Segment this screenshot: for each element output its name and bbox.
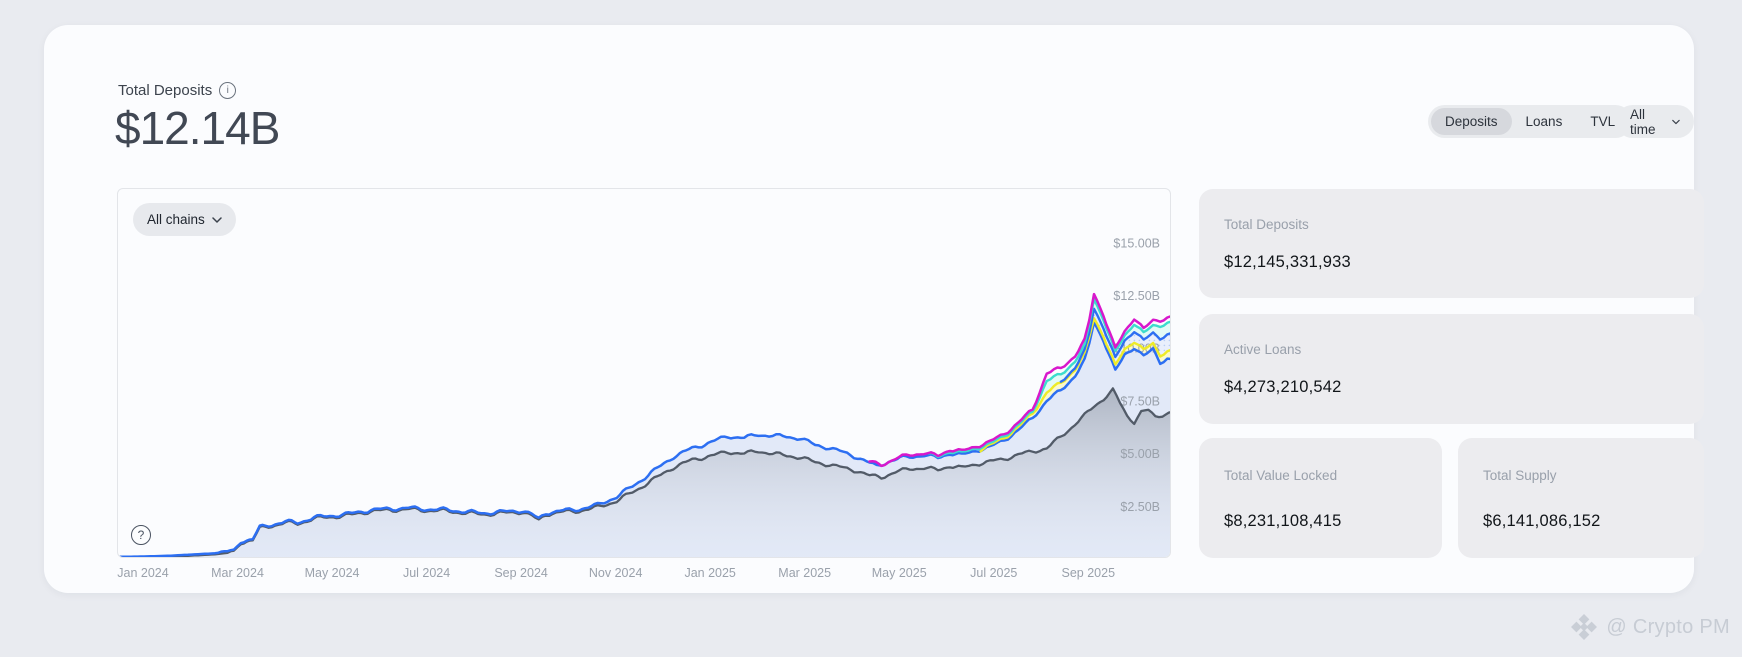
x-axis-label: May 2024 xyxy=(304,566,360,580)
y-axis-label: $5.00B xyxy=(1120,447,1160,461)
header-label-row: Total Deposits i xyxy=(118,82,237,99)
stat-card-total-value-locked: Total Value Locked $8,231,108,415 xyxy=(1199,438,1442,558)
line-magenta xyxy=(868,292,1170,468)
x-axis-label: Nov 2024 xyxy=(588,566,643,580)
stat-card-total-supply: Total Supply $6,141,086,152 xyxy=(1458,438,1704,558)
chevron-down-icon xyxy=(1672,119,1680,124)
x-axis-label: Mar 2024 xyxy=(211,566,264,580)
total-deposits-value: $12.14B xyxy=(115,102,280,154)
watermark: @ Crypto PM xyxy=(1571,610,1734,644)
stat-value: $8,231,108,415 xyxy=(1224,512,1342,530)
x-axis-label: Mar 2025 xyxy=(778,566,832,580)
line-blue2 xyxy=(1059,307,1170,383)
x-axis: Jan 2024 Mar 2024 May 2024 Jul 2024 Sep 2024… xyxy=(117,566,1171,584)
stat-value: $12,145,331,933 xyxy=(1224,253,1351,271)
y-axis-label: $7.50B xyxy=(1120,394,1160,408)
stat-value: $4,273,210,542 xyxy=(1224,378,1342,396)
chevron-down-icon xyxy=(212,216,222,223)
time-range-dropdown[interactable]: All time xyxy=(1616,105,1694,138)
stat-card-active-loans: Active Loans $4,273,210,542 xyxy=(1199,314,1704,424)
deposits-chart-panel[interactable]: $2.50B $5.00B $7.50B $10.00B $12.50B $15.00B … xyxy=(117,188,1171,558)
stat-label: Total Value Locked xyxy=(1224,468,1338,483)
watermark-text: @ Crypto PM xyxy=(1606,615,1730,638)
stat-card-total-deposits: Total Deposits $12,145,331,933 xyxy=(1199,189,1704,298)
x-axis-label: Sep 2024 xyxy=(494,566,548,580)
tab-deposits[interactable]: Deposits xyxy=(1431,108,1512,135)
x-axis-label: Jul 2025 xyxy=(970,566,1018,580)
stat-label: Total Deposits xyxy=(1224,217,1309,232)
x-axis-label: Sep 2025 xyxy=(1061,566,1116,580)
chain-filter-dropdown[interactable]: All chains xyxy=(133,203,236,236)
tab-loans[interactable]: Loans xyxy=(1512,108,1577,135)
dashboard-card: Total Deposits i $12.14B Deposits Loans … xyxy=(44,25,1704,593)
y-axis-label: $15.00B xyxy=(1113,236,1160,250)
line-cyan xyxy=(927,298,1170,459)
y-axis-label: $12.50B xyxy=(1113,289,1160,303)
area-gray xyxy=(164,388,1170,557)
x-axis-label: May 2025 xyxy=(871,566,927,580)
info-icon[interactable]: i xyxy=(219,82,237,99)
deposits-area-chart[interactable]: $2.50B$5.00B$7.50B$10.00B$12.50B$15.00B xyxy=(118,189,1171,558)
line-blue xyxy=(118,321,1170,557)
x-axis-label: Jan 2024 xyxy=(117,566,169,580)
stat-label: Total Supply xyxy=(1483,468,1557,483)
tab-tvl[interactable]: TVL xyxy=(1576,108,1629,135)
help-icon[interactable]: ? xyxy=(131,525,151,545)
stat-value: $6,141,086,152 xyxy=(1483,512,1601,530)
chain-filter-label: All chains xyxy=(147,212,205,227)
page-title: Total Deposits xyxy=(118,82,213,99)
diamond-logo-icon xyxy=(1571,614,1598,640)
stat-label: Active Loans xyxy=(1224,342,1302,357)
metric-tab-group: Deposits Loans TVL xyxy=(1428,105,1633,138)
x-axis-label: Jan 2025 xyxy=(684,566,736,580)
y-axis-label: $2.50B xyxy=(1120,500,1160,514)
time-range-label: All time xyxy=(1630,106,1656,137)
x-axis-label: Jul 2024 xyxy=(402,566,451,580)
